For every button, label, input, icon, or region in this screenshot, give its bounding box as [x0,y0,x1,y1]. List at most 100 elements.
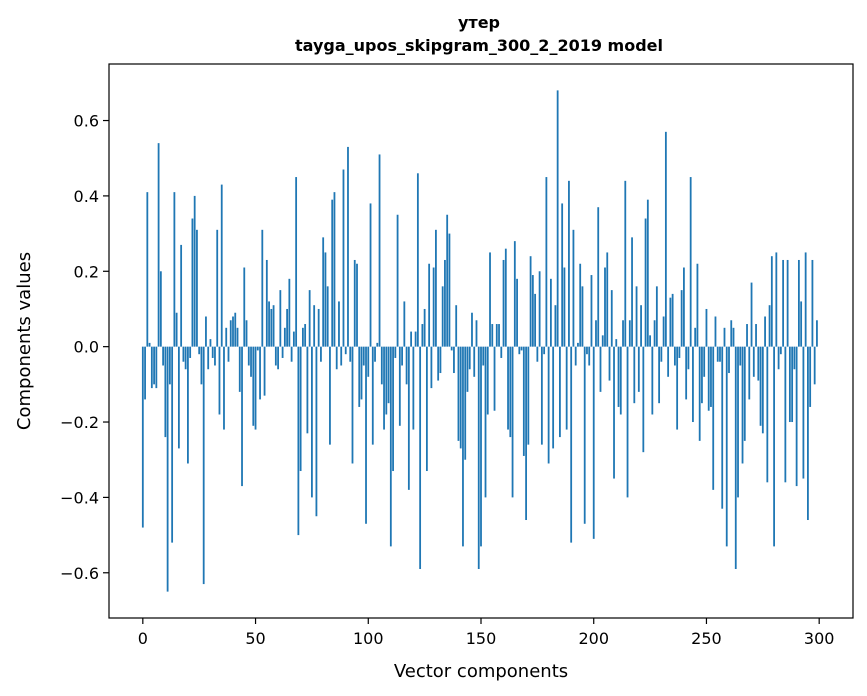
bar-166 [516,278,518,347]
bar-191 [572,229,575,347]
bar-110 [389,346,392,547]
bar-44 [241,346,243,487]
bar-195 [581,286,584,347]
bar-205 [604,267,606,347]
bar-173 [531,275,534,347]
bar-233 [667,346,670,377]
bar-65 [288,278,291,347]
bar-53 [261,229,264,347]
y-axis-label: Components values [14,252,35,430]
bar-163 [509,346,512,438]
bar-228 [655,286,658,347]
bar-106 [380,346,383,385]
bar-243 [689,177,692,347]
bar-70 [299,346,302,472]
bar-294 [804,252,807,347]
bar-278 [768,305,771,347]
bar-10 [164,346,167,438]
bar-75 [311,346,313,498]
bar-244 [692,346,694,423]
bar-9 [162,346,165,366]
bar-149 [477,346,480,569]
bar-58 [272,305,275,347]
bar-254 [714,316,717,347]
bar-269 [748,346,751,400]
bar-37 [225,327,228,347]
bar-6 [155,346,158,389]
bar-132 [439,346,442,374]
bar-160 [502,259,505,347]
bar-91 [347,146,349,347]
bar-251 [707,346,710,411]
bar-270 [750,282,753,347]
bar-199 [590,275,593,347]
bar-231 [662,316,665,347]
bar-276 [764,316,766,347]
bar-230 [660,346,663,362]
bar-178 [543,346,546,355]
bar-226 [651,346,654,415]
bar-236 [673,346,676,366]
bar-15 [175,312,178,347]
bar-170 [525,346,527,521]
bar-83 [329,346,331,445]
bar-25 [198,346,201,355]
bar-54 [263,346,266,396]
bar-119 [410,331,413,347]
bar-128 [430,346,433,389]
bar-93 [351,346,354,464]
bar-201 [595,320,597,347]
bar-94 [353,259,356,347]
bar-4 [150,346,153,389]
bar-277 [766,346,769,483]
bar-292 [800,301,803,347]
bar-116 [403,301,406,347]
bar-223 [644,218,647,347]
bar-227 [653,320,656,347]
bar-121 [414,331,417,347]
y-tick-label: 0.6 [74,112,99,131]
bar-298 [813,346,816,385]
bar-42 [236,327,239,347]
bar-297 [811,259,814,347]
bar-287 [788,346,791,423]
bar-29 [207,346,210,370]
bar-126 [425,346,428,472]
bar-267 [743,346,746,441]
bar-271 [752,346,755,377]
bar-137 [450,346,453,351]
bar-279 [770,256,773,347]
bar-209 [613,346,615,479]
bar-43 [238,346,241,392]
bar-17 [180,244,183,347]
bar-140 [457,346,460,441]
y-tick-label: 0.2 [74,262,99,281]
bar-19 [184,346,187,370]
bar-49 [252,346,255,426]
bar-60 [277,346,279,370]
bar-215 [626,346,629,498]
bar-147 [473,346,476,377]
chart-title: утер [458,13,500,32]
bar-27 [202,346,205,585]
bar-261 [730,320,733,347]
bar-13 [171,346,174,543]
bar-117 [405,346,408,385]
bar-260 [728,346,730,374]
bar-218 [633,346,636,404]
bar-73 [306,346,309,434]
bar-90 [344,346,347,355]
bar-249 [703,346,706,377]
bar-1 [144,346,146,400]
bar-22 [191,218,194,347]
bar-154 [489,252,491,347]
bar-112 [394,346,397,358]
bar-33 [216,229,219,347]
y-tick-label: −0.4 [60,488,99,507]
bar-222 [642,346,645,453]
bar-214 [624,180,627,347]
x-axis: 0 50 100 150 200 250 300 [138,618,834,648]
bar-31 [211,346,214,358]
bar-141 [459,346,462,449]
bar-136 [448,233,451,347]
